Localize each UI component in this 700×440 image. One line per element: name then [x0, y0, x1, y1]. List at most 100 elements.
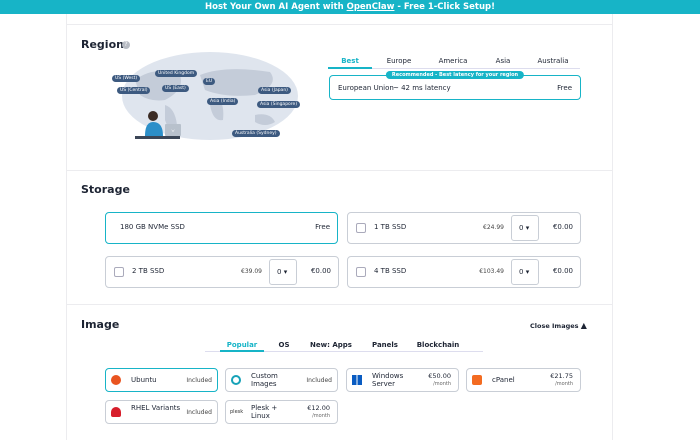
- laptop: [165, 124, 181, 136]
- map-location: Asia (Singapore): [257, 101, 301, 108]
- price: Free: [557, 84, 572, 92]
- total: €0.00: [552, 223, 573, 231]
- region-tab[interactable]: Europe: [386, 57, 412, 65]
- quantity: 0: [519, 224, 524, 232]
- person-body: [145, 122, 163, 136]
- map-location: US (East): [162, 85, 189, 92]
- image-name: Custom Images: [251, 372, 278, 388]
- price: €24.99: [483, 224, 504, 231]
- price: €12.00: [307, 404, 330, 412]
- total: €0.00: [310, 267, 331, 275]
- tab-line: [330, 68, 580, 69]
- price: €39.09: [241, 268, 262, 275]
- checkbox[interactable]: [356, 267, 366, 277]
- storage-option[interactable]: [105, 256, 339, 288]
- image-icon: [472, 375, 482, 385]
- divider: [66, 304, 612, 305]
- total: €0.00: [552, 267, 573, 275]
- desk: [135, 136, 180, 139]
- price: €21.75: [550, 372, 573, 380]
- map-location: EU: [203, 78, 216, 85]
- section-title: Image: [81, 318, 120, 331]
- tab-underline: [220, 350, 264, 352]
- image-option[interactable]: [105, 368, 218, 392]
- image-icon: [352, 375, 362, 385]
- image-tab[interactable]: New: Apps: [310, 341, 352, 349]
- quantity-select[interactable]: 0 ▾: [511, 259, 539, 285]
- image-tab[interactable]: Panels: [372, 341, 398, 349]
- divider: [612, 14, 613, 440]
- toggle-images[interactable]: Close Images ▲: [530, 321, 587, 330]
- storage-name: 180 GB NVMe SSD: [120, 223, 185, 231]
- person-head: [148, 111, 158, 121]
- divider: [66, 170, 612, 171]
- quantity: 0: [277, 268, 282, 276]
- price: Included: [186, 377, 212, 384]
- image-tab[interactable]: Popular: [226, 341, 258, 349]
- price: €50.00: [428, 372, 451, 380]
- section-title: Storage: [81, 183, 130, 196]
- image-tab[interactable]: OS: [278, 341, 290, 349]
- image-name: RHEL Variants: [131, 404, 181, 412]
- map-location: Asia (India): [207, 98, 239, 105]
- toggle-label: Close Images: [530, 322, 579, 330]
- map-location: US (Central): [117, 87, 151, 94]
- image-name: Plesk + Linux: [251, 404, 278, 420]
- storage-option[interactable]: [347, 256, 581, 288]
- region-tab[interactable]: America: [438, 57, 468, 65]
- image-option[interactable]: [105, 400, 218, 424]
- image-option[interactable]: [225, 368, 338, 392]
- period: /month: [312, 413, 330, 419]
- price: Included: [306, 377, 332, 384]
- caret: ▾: [523, 268, 530, 276]
- map-location: Australia (Sydney): [232, 130, 280, 137]
- period: /month: [555, 381, 573, 387]
- image-option[interactable]: [225, 400, 338, 424]
- banner-link[interactable]: OpenClaw: [346, 2, 395, 12]
- image-icon: [231, 375, 241, 385]
- caret: ▾: [523, 224, 530, 232]
- divider: [66, 24, 612, 25]
- tab-underline: [328, 67, 372, 69]
- price: Included: [186, 409, 212, 416]
- storage-option[interactable]: [347, 212, 581, 244]
- section-title: Region: [81, 38, 124, 51]
- map-location: Asia (Japan): [258, 87, 291, 94]
- image-tab[interactable]: Blockchain: [416, 341, 460, 349]
- image-name: cPanel: [492, 376, 515, 384]
- storage-name: 4 TB SSD: [374, 267, 407, 275]
- checkbox[interactable]: [114, 267, 124, 277]
- banner-text: Host Your Own AI Agent with: [205, 2, 347, 12]
- tab-line: [205, 351, 483, 352]
- latency: ~ 42 ms latency: [393, 84, 451, 92]
- image-icon: [111, 375, 121, 385]
- quantity-select[interactable]: 0 ▾: [511, 215, 539, 241]
- price: Free: [315, 223, 330, 231]
- storage-name: 1 TB SSD: [374, 223, 407, 231]
- banner-text: - Free 1-Click Setup!: [394, 2, 495, 12]
- quantity-select[interactable]: 0 ▾: [269, 259, 297, 285]
- icon-text: plesk: [230, 409, 244, 415]
- checkbox[interactable]: [356, 223, 366, 233]
- storage-option[interactable]: [105, 212, 338, 244]
- region-tab[interactable]: Asia: [495, 57, 511, 65]
- quantity: 0: [519, 268, 524, 276]
- caret: ▾: [281, 268, 288, 276]
- heart: [171, 129, 175, 132]
- period: /month: [433, 381, 451, 387]
- image-name: Windows Server: [372, 372, 404, 388]
- region-tab[interactable]: Best: [341, 57, 359, 65]
- caret: ▲: [580, 321, 587, 330]
- image-option[interactable]: [466, 368, 581, 392]
- promo-banner: Host Your Own AI Agent with OpenClaw - F…: [0, 0, 700, 14]
- region-tab[interactable]: Australia: [537, 57, 569, 65]
- region-name: European Union: [338, 84, 394, 92]
- help-icon[interactable]: ?: [122, 41, 130, 49]
- price: €103.49: [479, 268, 504, 275]
- recommended-badge: Recommended - Best latency for your regi…: [385, 71, 525, 79]
- map-location: United Kingdom: [155, 70, 198, 77]
- storage-name: 2 TB SSD: [132, 267, 165, 275]
- image-icon: [111, 407, 121, 417]
- image-option[interactable]: [346, 368, 459, 392]
